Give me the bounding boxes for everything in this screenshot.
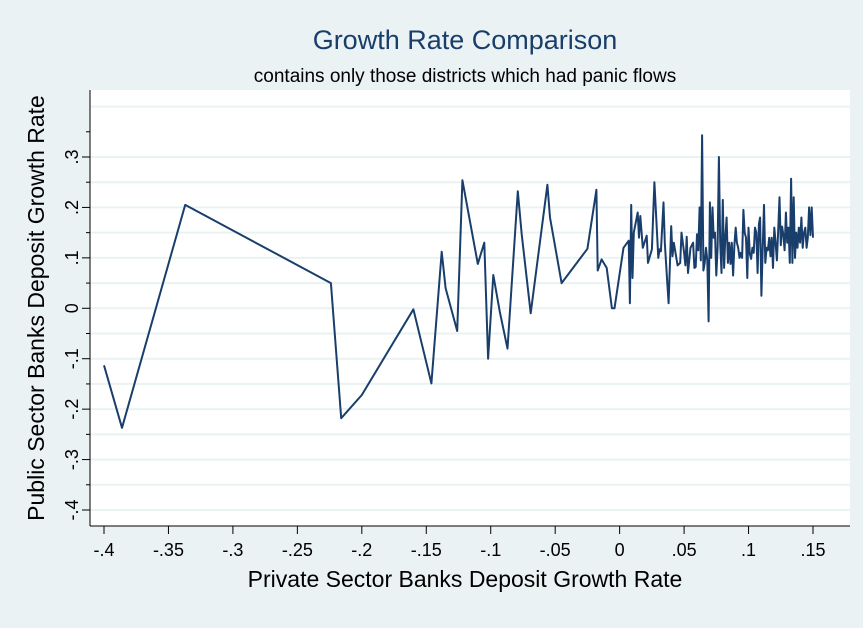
- x-tick-label: .05: [672, 540, 697, 560]
- y-tick-label: .3: [62, 149, 82, 164]
- x-tick-label: .1: [741, 540, 756, 560]
- x-tick-label: 0: [615, 540, 625, 560]
- y-tick-label: 0: [62, 303, 82, 313]
- chart-title: Growth Rate Comparison: [313, 25, 618, 55]
- x-tick-label: -.25: [282, 540, 313, 560]
- x-tick-label: -.35: [153, 540, 184, 560]
- x-tick-label: -.3: [222, 540, 243, 560]
- x-tick-label: -.1: [480, 540, 501, 560]
- series-group: [103, 134, 814, 429]
- x-tick-label: -.05: [540, 540, 571, 560]
- y-tick-label: -.2: [62, 399, 82, 420]
- chart-subtitle: contains only those districts which had …: [254, 66, 676, 87]
- gridlines: [90, 105, 850, 511]
- x-axis: -.4 -.35 -.3 -.25 -.2 -.15 -.1 -.05 0 .05 .1 .15: [90, 525, 850, 560]
- y-tick-label: -.3: [62, 449, 82, 470]
- series-line: [103, 134, 814, 429]
- y-tick-label: -.4: [62, 499, 82, 520]
- x-tick-label: -.4: [93, 540, 114, 560]
- x-tick-label: -.2: [351, 540, 372, 560]
- y-tick-label: -.1: [62, 348, 82, 369]
- y-axis: -.4 -.3 -.2 -.1 0 .1 .2 .3: [62, 90, 91, 526]
- x-tick-label: -.15: [411, 540, 442, 560]
- x-tick-label: .15: [800, 540, 825, 560]
- y-tick-label: .1: [62, 250, 82, 265]
- x-axis-title: Private Sector Banks Deposit Growth Rate: [248, 566, 683, 592]
- y-axis-title: Public Sector Banks Deposit Growth Rate: [23, 95, 49, 521]
- y-tick-label: .2: [62, 200, 82, 215]
